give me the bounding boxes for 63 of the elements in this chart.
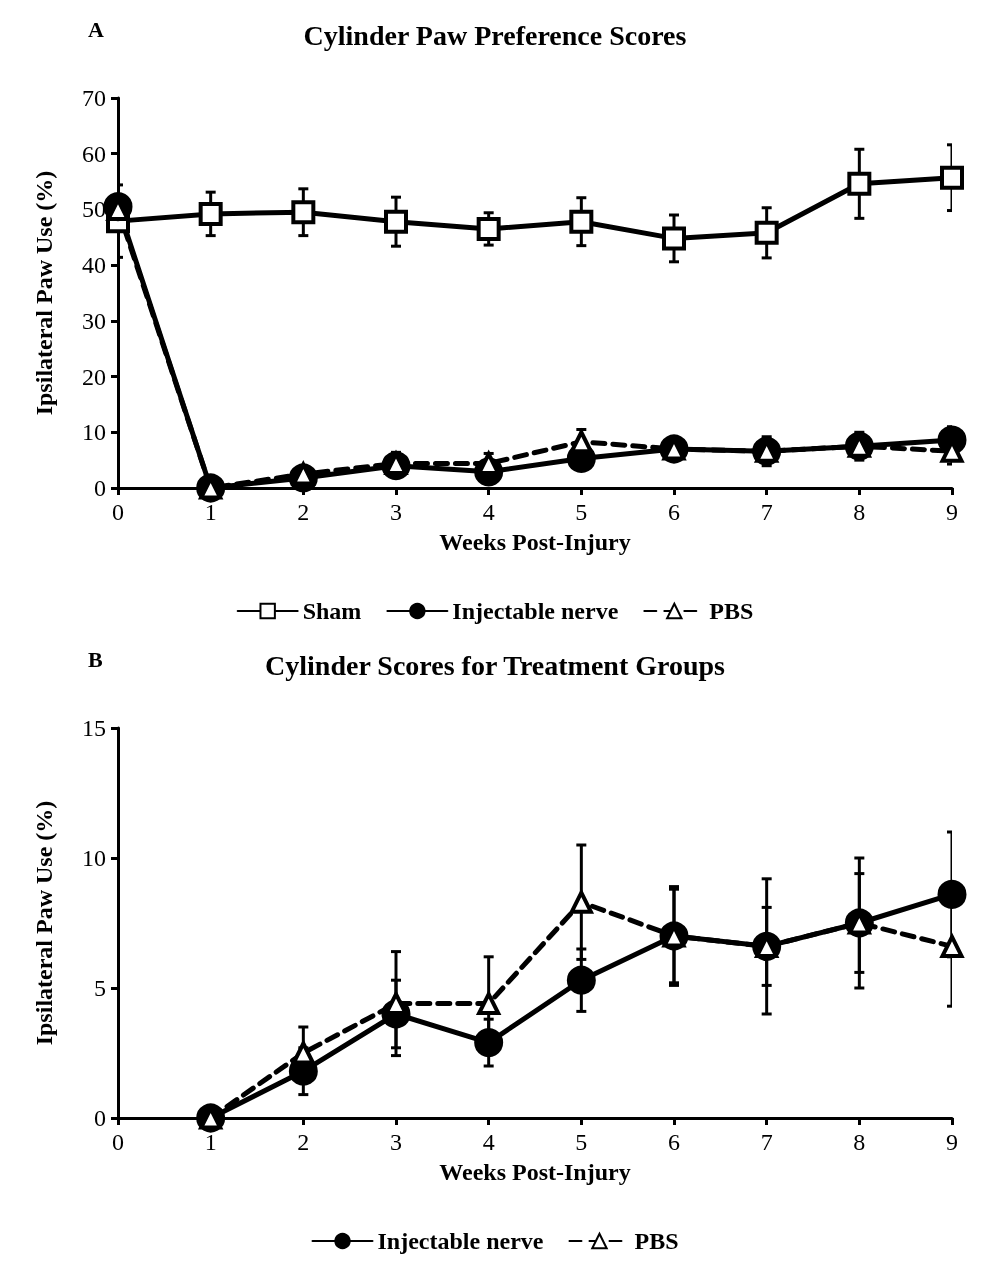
legend-label: Injectable nerve [452,598,619,624]
x-tick-label: 5 [575,499,588,525]
legend-label: Injectable nerve [377,1228,544,1254]
y-tick-label: 5 [94,975,106,1001]
x-tick-label: 9 [946,1129,958,1155]
point [477,992,501,1016]
x-tick-label: 0 [112,1129,124,1155]
x-tick-label: 9 [946,499,958,525]
x-tick-label: 1 [204,1129,217,1155]
point [662,226,686,251]
y-axis-title: Ipsilateral Paw Use (%) [31,170,57,416]
legend-label: Sham [302,598,362,624]
y-tick-label: 70 [82,85,106,111]
x-axis-title: Weeks Post-Injury [439,529,631,555]
point [383,449,409,475]
legend-label: PBS [634,1228,679,1254]
x-axis-title: Weeks Post-Injury [439,1159,631,1185]
y-tick-label: 50 [82,196,106,223]
point [569,209,594,234]
y-tick-label: 0 [94,475,106,501]
point [476,216,501,241]
chart-title: Cylinder Paw Preference Scores [303,19,687,51]
y-tick-label: 40 [82,252,106,279]
x-tick-label: 3 [390,499,402,525]
point [291,1041,315,1065]
x-tick-label: 6 [668,499,680,525]
point [566,965,596,995]
point [754,220,779,245]
x-tick-label: 7 [760,1129,773,1155]
y-tick-label: 20 [82,363,106,390]
text: B [88,646,103,672]
y-tick-label: 15 [82,715,106,741]
y-tick-label: 10 [82,419,106,446]
x-tick-label: 1 [204,499,217,525]
point [290,460,316,486]
point [569,890,593,914]
x-tick-label: 0 [112,499,124,525]
x-tick-label: 3 [390,1129,402,1155]
x-tick-label: 8 [853,1129,866,1155]
y-tick-label: 10 [82,845,106,871]
x-tick-label: 2 [297,1129,310,1155]
y-tick-label: 30 [82,307,106,334]
x-tick-label: 2 [297,499,310,525]
point [474,1028,504,1058]
chart-title: Cylinder Scores for Treatment Groups [265,649,726,681]
x-tick-label: 7 [760,499,773,525]
y-tick-label: 0 [94,1105,106,1131]
x-tick-label: 5 [575,1129,588,1155]
point [198,201,223,226]
legend-label: PBS [709,598,754,624]
point [937,879,967,909]
x-tick-label: 4 [482,1129,495,1155]
point [939,932,965,958]
x-tick-label: 4 [482,499,495,525]
point [291,200,316,225]
point [940,165,964,190]
y-axis-title: Ipsilateral Paw Use (%) [31,800,57,1046]
text: A [88,16,104,42]
x-tick-label: 6 [668,1129,680,1155]
x-tick-label: 8 [853,499,866,525]
point [847,171,872,196]
point [384,209,408,234]
y-tick-label: 60 [82,140,106,167]
